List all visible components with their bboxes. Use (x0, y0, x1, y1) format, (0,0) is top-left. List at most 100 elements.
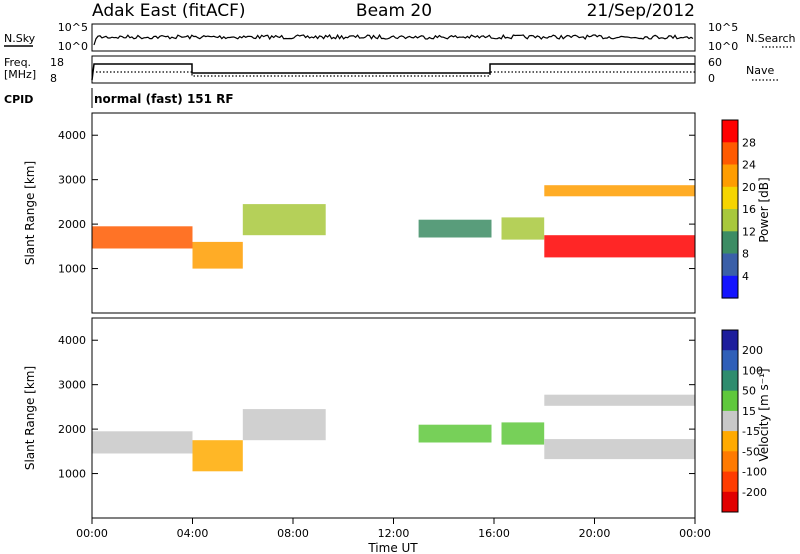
power-colorbar-swatch (722, 142, 738, 166)
cpid-value: normal (fast) 151 RF (94, 92, 234, 106)
velocity-ytick-label: 1000 (58, 468, 86, 481)
freq-label: Freq. (4, 56, 31, 69)
power-colorbar-tick: 20 (742, 181, 756, 194)
freq-unit: [MHz] (4, 68, 36, 81)
velocity-colorbar-swatch (722, 491, 738, 513)
velocity-echo-band (242, 409, 326, 441)
freq-trace (91, 63, 695, 81)
freq-panel: Freq. [MHz] 18 8 60 0 Nave (4, 55, 780, 85)
power-colorbar-frame (721, 119, 739, 299)
velocity-echo-band (501, 422, 545, 445)
noise-left-top-tick: 10^5 (58, 21, 88, 34)
noise-trace (93, 33, 694, 46)
noise-search-label: N.Search (746, 32, 796, 45)
power-echo-band (544, 185, 696, 197)
velocity-colorbar-tick: 50 (742, 385, 756, 398)
power-colorbar-swatch (722, 164, 738, 188)
velocity-colorbar-swatch (722, 370, 738, 392)
power-colorbar-tick: 4 (742, 270, 749, 283)
power-echo-band (544, 235, 696, 258)
power-echo-band (242, 204, 326, 236)
velocity-colorbar-swatch (722, 451, 738, 472)
power-panel: 1000 2000 3000 4000 Slant Range [km] (23, 112, 696, 314)
power-echo-band (418, 219, 492, 238)
power-colorbar-tick: 12 (742, 225, 756, 238)
noise-right-top-tick: 10^5 (708, 21, 738, 34)
velocity-colorbar-tick: -15 (742, 425, 760, 438)
x-tick-label: 12:00 (378, 527, 410, 540)
x-tick-label: 08:00 (277, 527, 309, 540)
power-colorbar-label: Power [dB] (757, 177, 771, 242)
power-colorbar-swatch (722, 186, 738, 210)
noise-panel: N.Sky 10^5 10^0 10^5 10^0 N.Search (4, 21, 796, 53)
x-axis-label: Time UT (367, 541, 418, 554)
power-colorbar-swatch (722, 231, 738, 255)
x-tick-label: 16:00 (478, 527, 510, 540)
velocity-colorbar-swatch (722, 431, 738, 452)
x-tick-label: 04:00 (177, 527, 209, 540)
velocity-colorbar-swatch (722, 350, 738, 371)
velocity-echo-cells (92, 394, 696, 472)
velocity-echo-band (92, 431, 193, 454)
power-colorbar-swatch (722, 209, 738, 232)
velocity-y-label: Slant Range [km] (23, 366, 37, 470)
power-ytick-label: 2000 (58, 218, 86, 231)
noise-right-bottom-tick: 10^0 (708, 40, 738, 53)
velocity-echo-band (192, 440, 243, 472)
velocity-colorbar-tick: 200 (742, 344, 763, 357)
power-colorbar-tick: 24 (742, 159, 756, 172)
power-colorbar-swatch (722, 253, 738, 277)
velocity-y-axis: 1000 2000 3000 4000 (58, 334, 695, 481)
x-tick-label: 20:00 (579, 527, 611, 540)
power-colorbar-tick: 28 (742, 136, 756, 149)
power-echo-band (192, 241, 243, 269)
nave-top-tick: 60 (708, 56, 722, 69)
x-tick-label: 00:00 (76, 527, 108, 540)
velocity-colorbar-frame (721, 329, 739, 513)
power-y-label: Slant Range [km] (23, 161, 37, 265)
power-y-axis: 1000 2000 3000 4000 (58, 129, 695, 276)
velocity-colorbar-tick: -50 (742, 445, 760, 458)
nave-trace (96, 71, 695, 77)
freq-top-tick: 18 (50, 56, 64, 69)
beam-label: Beam 20 (356, 1, 432, 21)
velocity-panel: 1000 2000 3000 4000 Slant Range [km] (23, 317, 696, 519)
power-echo-cells (92, 185, 696, 269)
velocity-colorbar-swatch (722, 330, 738, 351)
power-ytick-label: 1000 (58, 263, 86, 276)
power-echo-band (92, 226, 193, 249)
velocity-colorbar-tick: 100 (742, 364, 763, 377)
velocity-colorbar: 200 100 50 15 -15 -50 -100 -200 (721, 329, 767, 513)
nave-label: Nave (746, 64, 774, 77)
power-ytick-label: 3000 (58, 174, 86, 187)
velocity-echo-band (418, 424, 492, 443)
power-ytick-label: 4000 (58, 129, 86, 142)
velocity-colorbar-tick: -100 (742, 466, 767, 479)
velocity-echo-band (544, 439, 696, 460)
velocity-colorbar-tick: 15 (742, 405, 756, 418)
noise-sky-label: N.Sky (4, 32, 36, 45)
velocity-colorbar-swatch (722, 410, 738, 432)
velocity-ytick-label: 2000 (58, 423, 86, 436)
velocity-ytick-label: 4000 (58, 334, 86, 347)
date-label: 21/Sep/2012 (587, 1, 695, 21)
power-colorbar-tick: 16 (742, 203, 756, 216)
nave-bottom-tick: 0 (708, 72, 715, 85)
power-echo-band (501, 217, 545, 240)
velocity-colorbar-swatch (722, 390, 738, 412)
power-colorbar-tick: 8 (742, 248, 749, 261)
cpid-label: CPID (4, 93, 33, 106)
freq-bottom-tick: 8 (50, 72, 57, 85)
x-tick-label: 00:00 (679, 527, 711, 540)
velocity-ytick-label: 3000 (58, 379, 86, 392)
velocity-colorbar-label: Velocity [m s⁻¹] (757, 368, 771, 461)
time-axis: 00:00 04:00 08:00 12:00 16:00 20:00 00:00 (76, 518, 711, 540)
noise-left-bottom-tick: 10^0 (58, 40, 88, 53)
velocity-echo-band (544, 394, 696, 406)
power-colorbar: 28 24 20 16 12 8 4 (721, 119, 756, 299)
velocity-colorbar-tick: -200 (742, 486, 767, 499)
power-colorbar-swatch (722, 120, 738, 143)
velocity-colorbar-swatch (722, 471, 738, 493)
station-title: Adak East (fitACF) (92, 1, 246, 21)
